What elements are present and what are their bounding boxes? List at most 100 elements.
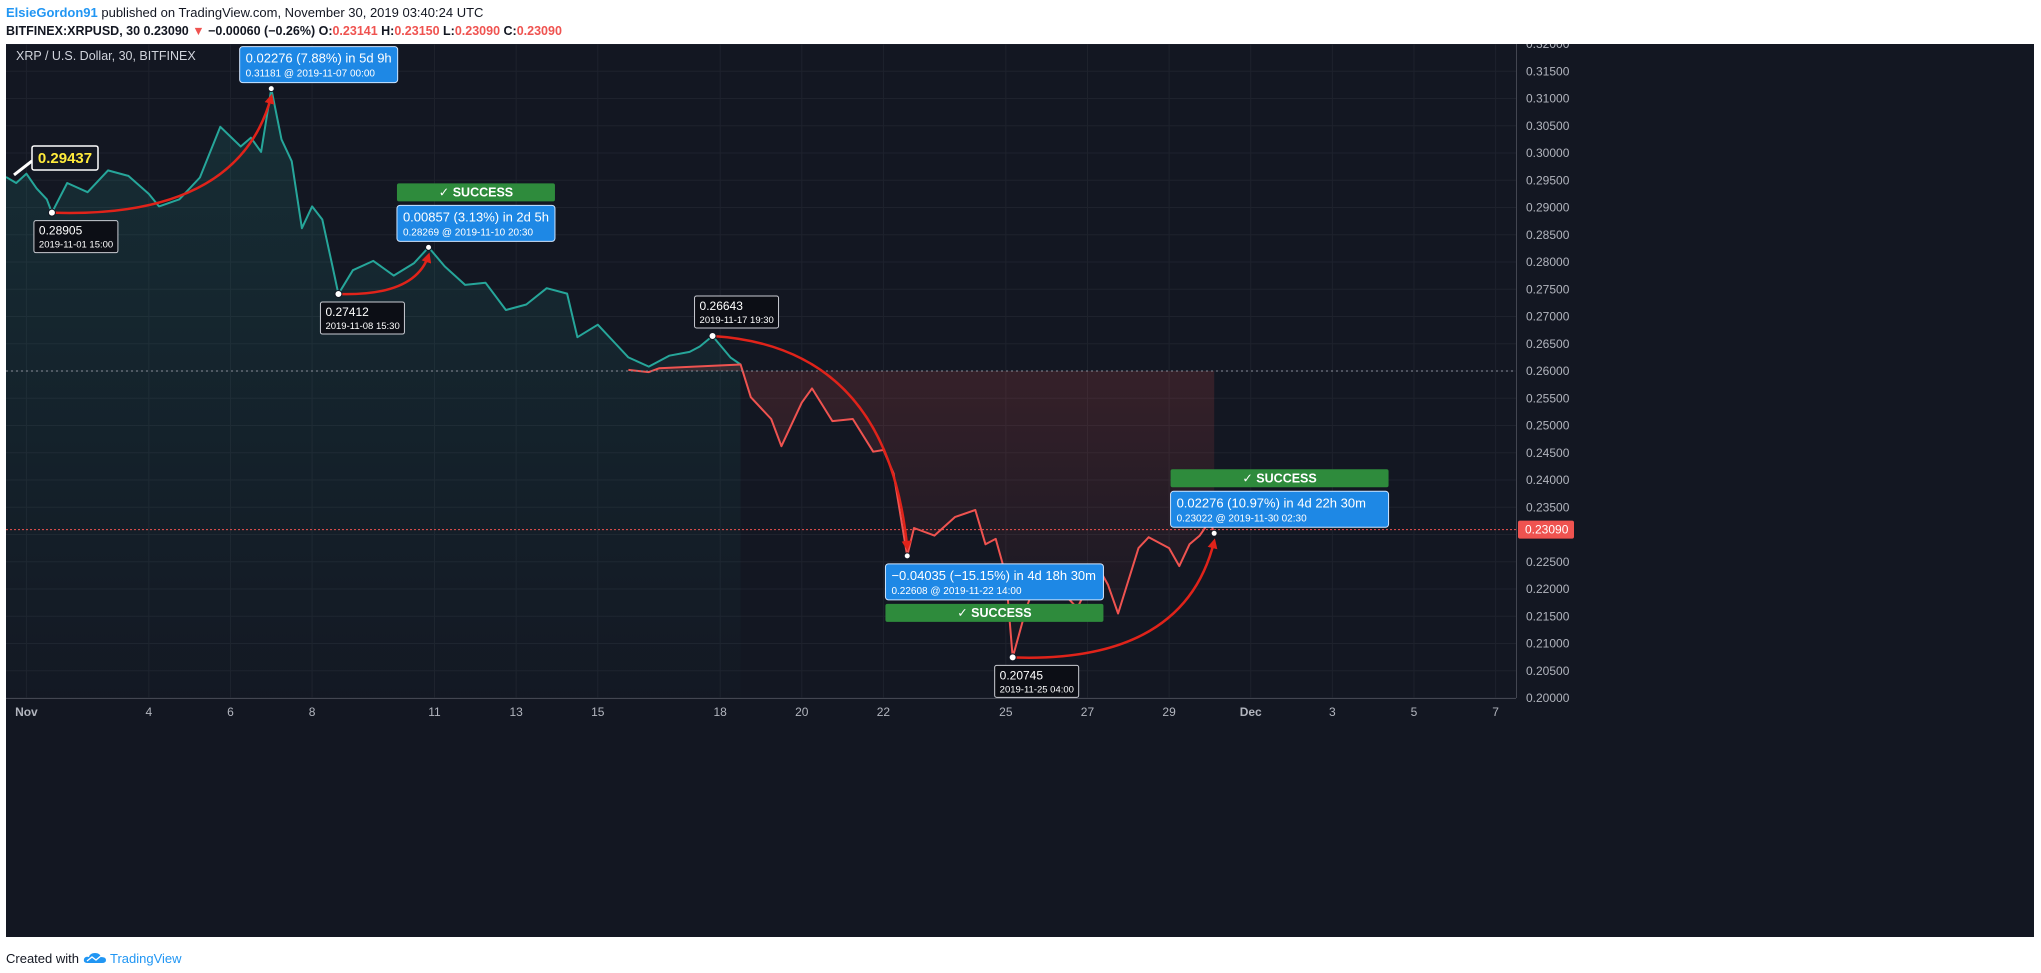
y-tick-label: 0.31500 [1526, 64, 1570, 78]
x-tick-label: 25 [999, 705, 1013, 719]
y-tick-label: 0.22000 [1526, 582, 1570, 596]
success-text: ✓ SUCCESS [1242, 471, 1316, 485]
high-label: H: [381, 24, 395, 38]
tradingview-cloud-icon [83, 953, 106, 963]
x-tick-label: 20 [795, 705, 809, 719]
x-tick-label: 29 [1162, 705, 1176, 719]
projection-arrow [712, 334, 912, 551]
high-value: 0.23150 [394, 24, 440, 38]
price-line-up [5, 87, 742, 368]
projection-result-box [396, 204, 556, 242]
success-badge [396, 183, 555, 202]
y-tick-label: 0.29500 [1526, 173, 1570, 187]
low-value: 0.23090 [454, 24, 501, 38]
close-label: C: [503, 24, 517, 38]
x-tick-label: 7 [1492, 705, 1499, 719]
y-tick-label: 0.29000 [1526, 201, 1570, 215]
x-tick-label: 15 [591, 705, 605, 719]
projection-target-text: 0.23022 @ 2019-11-30 02:30 [1177, 513, 1308, 524]
pencil-marker-icon [13, 159, 33, 177]
x-tick-label: 5 [1411, 705, 1418, 719]
chart-frame[interactable]: ✓ SUCCESS 0.02276 (7.88%) in 5d 9h 0.31181… [5, 24, 2034, 937]
y-tick-label: 0.32000 [1526, 44, 1570, 51]
x-tick-label: Dec [1240, 705, 1262, 719]
target-point [425, 243, 433, 251]
price-badge-text: 0.29437 [38, 150, 92, 167]
publish-text: published on TradingView.com, November 3… [97, 5, 484, 20]
projection-arrow [338, 252, 432, 296]
projection-target-text: 0.31181 @ 2019-11-07 00:00 [246, 69, 376, 80]
y-tick-label: 0.21000 [1526, 637, 1570, 651]
success-badge [1170, 469, 1389, 488]
y-tick-label: 0.25000 [1526, 419, 1570, 433]
last-price-tag [1518, 520, 1574, 539]
change-text: −0.00060 (−0.26%) [208, 24, 316, 38]
publish-header: ElsieGordon91 published on TradingView.c… [6, 4, 2036, 44]
x-tick-label: 8 [309, 705, 316, 719]
target-point [1210, 529, 1218, 537]
reference-lines [6, 370, 1516, 531]
y-tick-label: 0.31000 [1526, 92, 1570, 106]
symbol-label: BITFINEX:XRPUSD, 30 [6, 24, 141, 38]
projection-arrow [51, 93, 275, 215]
x-tick-label: 11 [428, 705, 441, 719]
projection-result-box [884, 563, 1104, 601]
price-chart[interactable]: ✓ SUCCESS 0.02276 (7.88%) in 5d 9h 0.31181… [5, 24, 2034, 937]
x-tick-label: 22 [877, 705, 891, 719]
projection-result-box [1170, 490, 1390, 528]
swing-date-text: 2019-11-08 15:30 [325, 321, 399, 332]
swing-label-box [319, 301, 405, 335]
close-value: 0.23090 [516, 24, 562, 38]
swing-label-box [694, 295, 780, 329]
swing-point [334, 290, 343, 299]
swing-point [47, 208, 56, 217]
swing-date-text: 2019-11-01 15:00 [39, 240, 113, 251]
x-tick-label: 3 [1329, 705, 1336, 719]
y-tick-label: 0.20500 [1526, 664, 1570, 678]
footer: Created with TradingView [6, 950, 182, 968]
projection-target-text: 0.22608 @ 2019-11-22 14:00 [891, 586, 1022, 597]
swing-price-text: 0.27412 [325, 305, 369, 319]
low-label: L: [443, 24, 455, 38]
projection-change-text: −0.04035 (−15.15%) in 4d 18h 30m [891, 568, 1096, 583]
x-tick-label: 4 [145, 705, 152, 719]
open-value: 0.23141 [332, 24, 378, 38]
swing-price-text: 0.26643 [700, 299, 744, 313]
projection-target-text: 0.28269 @ 2019-11-10 20:30 [403, 227, 534, 238]
created-with-text: Created with [6, 951, 79, 966]
swing-label-box [33, 220, 119, 254]
y-tick-label: 0.28000 [1526, 255, 1570, 269]
publish-line: ElsieGordon91 published on TradingView.c… [6, 4, 2036, 22]
author-link[interactable]: ElsieGordon91 [6, 5, 98, 20]
symbol-line: BITFINEX:XRPUSD, 30 0.23090 ▼ −0.00060 (… [6, 22, 2036, 40]
success-badge [885, 603, 1104, 622]
x-tick-label: 27 [1081, 705, 1095, 719]
projection-change-text: 0.02276 (10.97%) in 4d 22h 30m [1177, 495, 1366, 510]
y-tick-label: 0.28500 [1526, 228, 1570, 242]
y-tick-label: 0.22500 [1526, 555, 1570, 569]
y-tick-label: 0.25500 [1526, 391, 1570, 405]
x-tick-label: 6 [227, 705, 234, 719]
swing-date-text: 2019-11-25 04:00 [1000, 684, 1074, 695]
last-price-tag-text: 0.23090 [1525, 523, 1569, 537]
y-tick-label: 0.24000 [1526, 473, 1570, 487]
x-tick-label: Nov [15, 705, 38, 719]
price-series [5, 87, 1216, 659]
y-axis-panel[interactable] [1516, 44, 2034, 937]
swing-label-box [994, 664, 1080, 698]
y-tick-label: 0.23500 [1526, 500, 1570, 514]
target-point [267, 85, 275, 93]
swing-price-text: 0.28905 [39, 224, 83, 238]
projection-change-text: 0.02276 (7.88%) in 5d 9h [246, 51, 392, 66]
projection-arrow [1012, 538, 1218, 659]
y-tick-label: 0.26500 [1526, 337, 1570, 351]
chart-title: XRP / U.S. Dollar, 30, BITFINEX [16, 49, 196, 63]
target-point [903, 552, 911, 560]
projection-arrows [51, 93, 1218, 659]
axes: 0.20000 0.20500 0.21000 0.21500 0.22000 0.225… [6, 37, 2034, 937]
price-line-down [628, 363, 1216, 659]
y-tick-label: 0.27000 [1526, 310, 1570, 324]
y-tick-label: 0.26000 [1526, 364, 1570, 378]
success-text: ✓ SUCCESS [439, 185, 513, 199]
tradingview-link[interactable]: TradingView [110, 951, 182, 966]
